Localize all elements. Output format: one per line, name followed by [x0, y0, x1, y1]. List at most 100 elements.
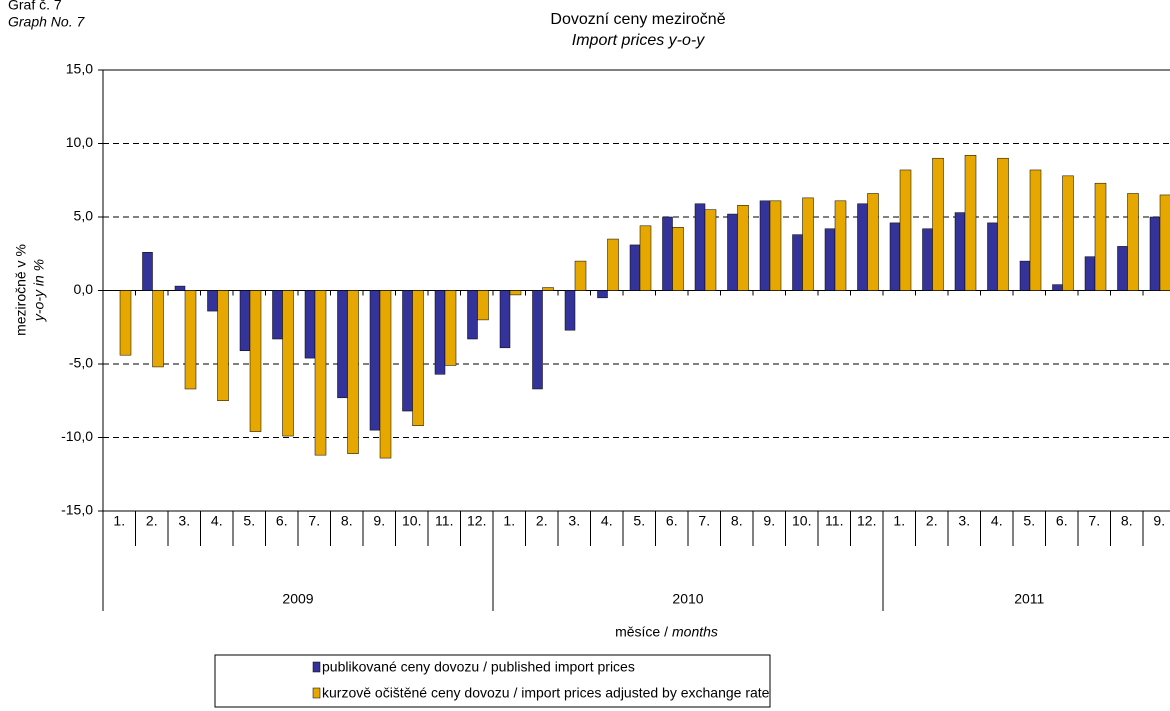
x-tick-label: 6. [276, 513, 288, 529]
bar [304, 290, 316, 359]
x-tick-label: 5. [243, 513, 255, 529]
bar [672, 227, 684, 291]
bar [444, 290, 457, 366]
legend-label: publikované ceny dovozu / published impo… [322, 659, 635, 675]
bar [239, 290, 251, 352]
bar [802, 197, 814, 291]
x-tick-label: 10. [402, 513, 421, 529]
bar [467, 290, 478, 340]
bar [249, 290, 262, 432]
bar [119, 290, 132, 356]
x-tick-label: 1. [503, 513, 515, 529]
x-tick-label: 2. [536, 513, 548, 529]
y-tick-label: 0,0 [74, 281, 94, 297]
bar [964, 155, 977, 291]
bar [434, 290, 446, 375]
bar [889, 222, 901, 291]
bar [272, 290, 283, 340]
bar [792, 234, 803, 291]
bar [759, 200, 771, 291]
x-tick-label: 8. [1121, 513, 1133, 529]
graph-label-en: Graph No. 7 [8, 14, 85, 30]
legend-label: kurzově očištěné ceny dovozu / import pr… [322, 685, 770, 701]
bar [1052, 284, 1063, 291]
x-axis-label: měsíce / [615, 624, 668, 640]
bar [607, 238, 619, 291]
legend-swatch [312, 661, 321, 673]
y-tick-label: 15,0 [66, 61, 93, 77]
x-tick-label: 3. [178, 513, 190, 529]
y-axis-label-en: y-o-y in % [31, 259, 47, 322]
x-tick-label: 8. [731, 513, 743, 529]
bar [574, 260, 587, 291]
bar [954, 212, 966, 291]
group-label: 2010 [672, 591, 703, 607]
x-tick-label: 9. [373, 513, 385, 529]
bar [1127, 193, 1139, 291]
bar [639, 225, 652, 291]
bar [282, 290, 294, 437]
x-tick-label: 11. [825, 513, 843, 529]
bar [922, 228, 933, 291]
x-tick-label: 3. [958, 513, 970, 529]
bar [737, 204, 749, 291]
bar [997, 157, 1009, 291]
bar [509, 290, 522, 296]
x-tick-label: 6. [1056, 513, 1068, 529]
bar [834, 200, 847, 291]
legend-box [214, 654, 771, 708]
x-tick-label: 9. [763, 513, 775, 529]
graph-label: Graf č. 7 [8, 0, 62, 13]
bar [932, 157, 944, 291]
bar [412, 290, 424, 426]
bar [499, 290, 511, 349]
x-tick-label: 2. [926, 513, 938, 529]
bar [347, 290, 359, 454]
x-tick-label: 3. [568, 513, 580, 529]
bar [694, 203, 706, 291]
bar [379, 290, 392, 459]
bar [152, 290, 164, 368]
chart-subtitle: Import prices y-o-y [572, 32, 705, 49]
bar [337, 290, 348, 399]
bar [629, 244, 641, 291]
bar [369, 290, 381, 431]
y-tick-label: 5,0 [74, 208, 94, 224]
bar [1029, 169, 1042, 291]
bar [1094, 182, 1107, 291]
x-tick-label: 9. [1153, 513, 1165, 529]
legend-swatch [312, 687, 321, 699]
x-tick-label: 7. [1088, 513, 1100, 529]
x-tick-label: 12. [857, 513, 876, 529]
bar [402, 290, 413, 412]
chart-title: Dovozní ceny meziročně [550, 11, 725, 28]
bar [1084, 256, 1096, 291]
bar [1062, 175, 1074, 291]
y-axis-label: meziročně v % [13, 244, 29, 336]
y-tick-label: -15,0 [61, 502, 93, 518]
bar [1019, 260, 1031, 291]
bar [857, 203, 868, 291]
bar [174, 285, 186, 291]
bar [184, 290, 197, 390]
x-tick-label: 4. [601, 513, 613, 529]
bar [532, 290, 543, 390]
x-tick-label: 5. [1023, 513, 1035, 529]
bar [704, 209, 717, 291]
x-tick-label: 4. [211, 513, 223, 529]
bar [542, 287, 554, 291]
x-tick-label: 7. [698, 513, 710, 529]
bar [867, 193, 879, 291]
bar [142, 252, 153, 291]
x-tick-label: 4. [991, 513, 1003, 529]
bar [824, 228, 836, 291]
x-tick-label: 6. [666, 513, 678, 529]
bar [207, 290, 218, 312]
x-tick-label: 2. [146, 513, 158, 529]
bar [314, 290, 327, 456]
x-tick-label: 1. [893, 513, 905, 529]
bar [477, 290, 489, 321]
bar [217, 290, 229, 401]
y-tick-label: -10,0 [61, 428, 93, 444]
